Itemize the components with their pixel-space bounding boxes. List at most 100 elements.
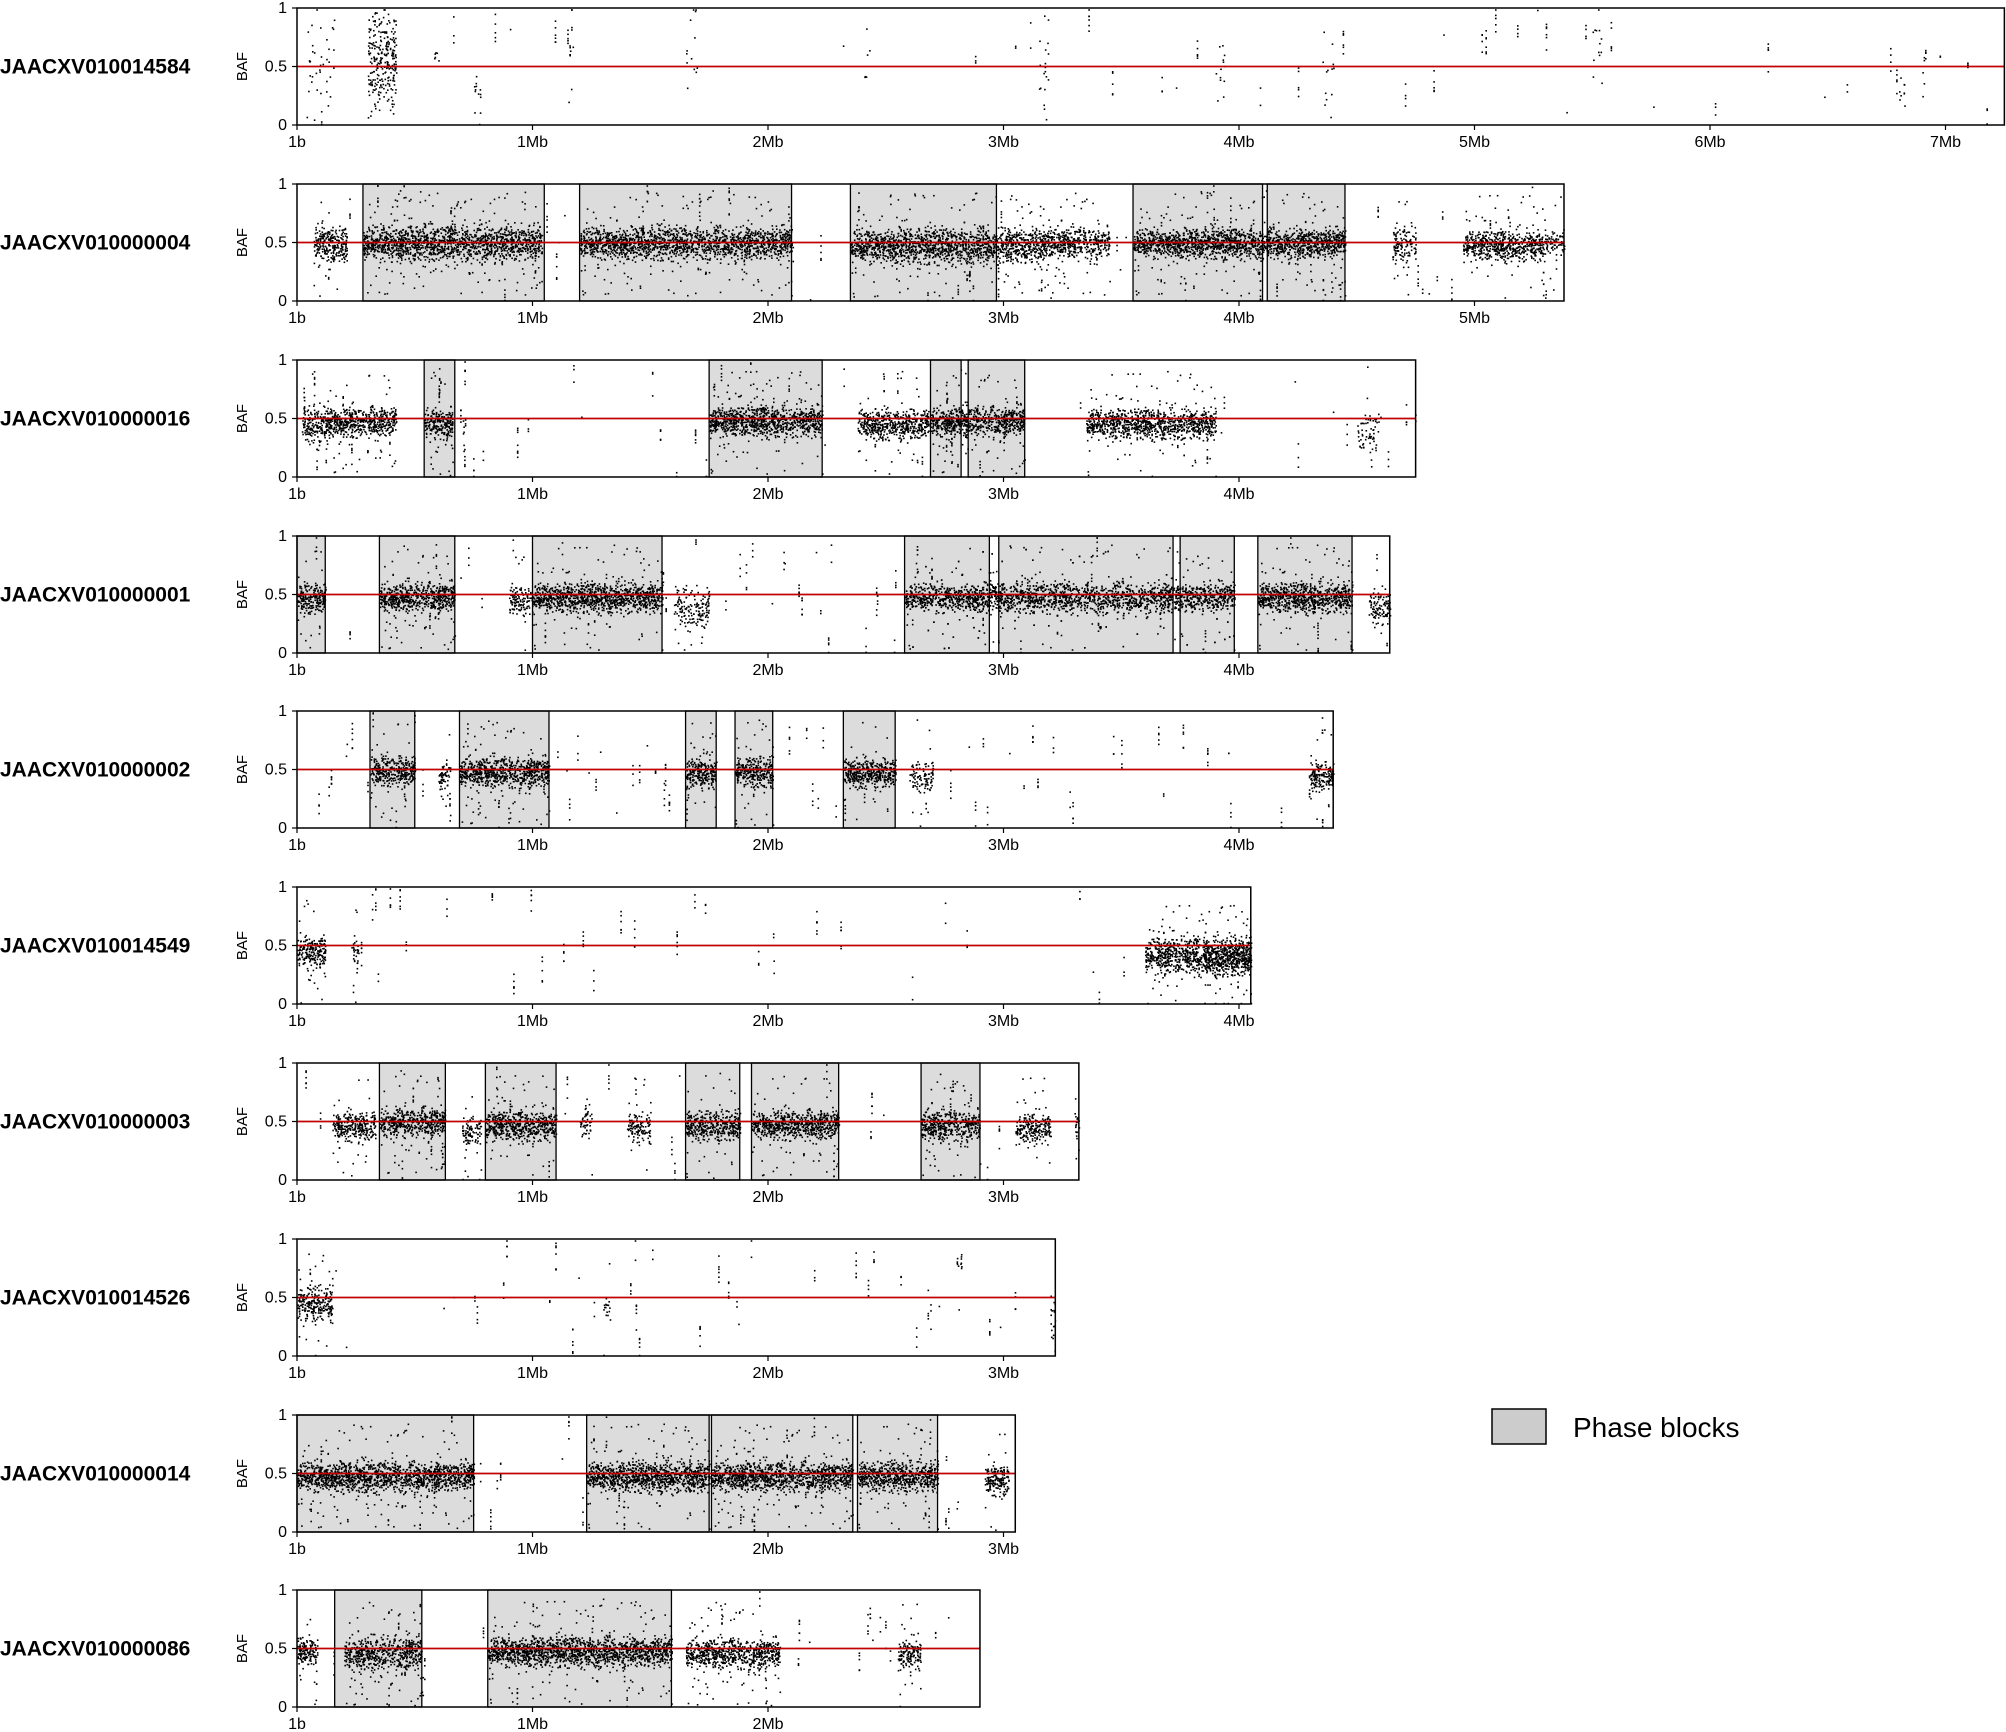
baf-point [333,261,335,263]
baf-point [704,239,706,241]
baf-point [738,238,740,240]
baf-point [458,231,460,233]
baf-point [568,102,570,104]
baf-point [489,233,491,235]
baf-point [434,238,436,240]
baf-point [896,262,898,264]
baf-point [751,245,753,247]
baf-point [384,232,386,234]
baf-point [393,104,395,106]
baf-point [1223,59,1225,61]
baf-point [734,255,736,257]
baf-point [705,258,707,260]
baf-point [599,231,601,233]
baf-point [374,251,376,253]
baf-point [780,256,782,258]
baf-point [488,235,490,237]
baf-point [594,275,596,277]
baf-point [489,220,491,222]
baf-point [753,232,755,234]
baf-point [865,220,867,222]
baf-point [481,263,483,265]
baf-point [615,251,617,253]
baf-point [482,259,484,261]
baf-point [403,237,405,239]
baf-point [320,238,322,240]
baf-point [419,229,421,231]
baf-point [655,244,657,246]
baf-point [636,231,638,233]
baf-point [430,272,432,274]
baf-point [1088,16,1090,18]
baf-point [394,46,396,48]
baf-point [681,255,683,257]
baf-point [1896,74,1898,76]
baf-point [585,292,587,294]
baf-point [532,234,534,236]
baf-point [471,246,473,248]
baf-point [368,227,370,229]
baf-point [394,70,396,72]
baf-point [639,247,641,249]
baf-point [771,255,773,257]
baf-point [522,268,524,270]
baf-point [395,64,397,66]
baf-point [948,247,950,249]
baf-point [1021,230,1023,232]
baf-point [882,255,884,257]
baf-point [474,86,476,88]
baf-point [369,236,371,238]
baf-point [692,201,694,203]
baf-point [475,234,477,236]
baf-point [757,279,759,281]
baf-point [411,226,413,228]
baf-point [645,248,647,250]
baf-point [728,252,730,254]
baf-point [640,287,642,289]
baf-point [660,230,662,232]
baf-point [506,258,508,260]
baf-point [1585,25,1587,27]
baf-point [1768,47,1770,49]
baf-point [679,237,681,239]
baf-point [396,44,398,46]
baf-point [409,200,411,202]
baf-point [540,245,542,247]
baf-point [490,203,492,205]
baf-point [334,245,336,247]
baf-point [768,233,770,235]
baf-point [467,235,469,237]
baf-point [478,238,480,240]
baf-point [500,256,502,258]
baf-point [616,249,618,251]
baf-point [686,232,688,234]
baf-point [402,244,404,246]
baf-point [1896,70,1898,72]
baf-point [451,246,453,248]
baf-point [342,233,344,235]
baf-point [396,254,398,256]
baf-point [788,282,790,284]
baf-point [436,258,438,260]
baf-point [725,229,727,231]
baf-point [583,230,585,232]
baf-point [506,247,508,249]
baf-point [325,246,327,248]
baf-point [714,231,716,233]
baf-point [961,234,963,236]
baf-point [386,252,388,254]
baf-point [908,239,910,241]
baf-point [345,235,347,237]
baf-point [681,252,683,254]
baf-point [919,268,921,270]
baf-point [944,260,946,262]
baf-point [1343,47,1345,49]
baf-point [705,247,707,249]
baf-point [887,256,889,258]
baf-point [371,111,373,113]
baf-point [462,261,464,263]
baf-point [722,254,724,256]
baf-point [767,237,769,239]
baf-point [538,267,540,269]
baf-point [319,230,321,232]
